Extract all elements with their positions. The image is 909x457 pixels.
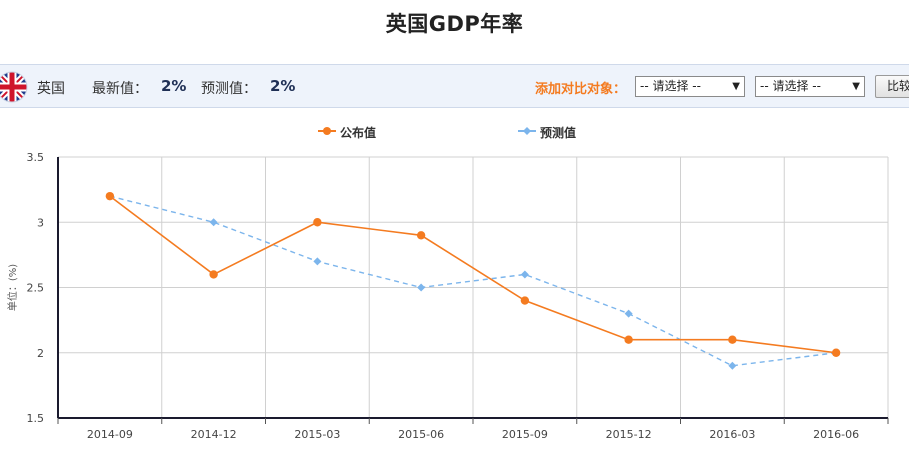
legend-line-diamond-icon xyxy=(518,127,536,135)
compare-select-1[interactable]: -- 请选择 -- ▼ xyxy=(635,76,745,97)
data-point-published xyxy=(520,296,530,305)
data-point-published xyxy=(624,335,633,344)
x-tick-label: 2015-06 xyxy=(398,428,444,441)
x-tick-label: 2015-03 xyxy=(294,428,340,441)
latest-value-label: 最新值： xyxy=(92,81,148,97)
y-tick-label: 3 xyxy=(37,216,44,229)
x-tick-label: 2015-09 xyxy=(502,428,548,441)
legend-line-circle-icon xyxy=(318,127,336,135)
y-tick-label: 1.5 xyxy=(27,412,45,425)
x-tick-label: 2014-09 xyxy=(87,428,133,441)
compare-select-1-value: -- 请选择 -- xyxy=(640,79,701,93)
data-point-forecast xyxy=(209,218,218,227)
data-point-forecast xyxy=(624,309,633,318)
y-tick-label: 3.5 xyxy=(27,151,45,164)
data-point-published xyxy=(209,270,218,279)
dropdown-arrow-icon: ▼ xyxy=(852,81,860,92)
compare-select-2-value: -- 请选择 -- xyxy=(760,79,821,93)
data-point-published xyxy=(728,335,737,344)
forecast-value: 2% xyxy=(270,77,296,95)
country-name: 英国 xyxy=(37,81,65,97)
page-title: 英国GDP年率 xyxy=(385,12,524,36)
latest-value: 2% xyxy=(161,77,187,95)
forecast-value-label: 预测值： xyxy=(201,81,257,97)
compare-button[interactable]: 比较 xyxy=(875,75,909,98)
uk-flag-icon xyxy=(0,71,28,103)
data-point-published xyxy=(313,218,322,227)
data-point-published xyxy=(831,348,841,357)
x-tick-label: 2016-03 xyxy=(709,428,755,441)
y-tick-label: 2.5 xyxy=(27,282,45,295)
x-tick-label: 2014-12 xyxy=(191,428,237,441)
data-point-forecast xyxy=(728,361,737,370)
compare-label: 添加对比对象： xyxy=(535,82,627,97)
legend-label-forecast: 预测值 xyxy=(540,126,577,140)
series-line-published xyxy=(109,195,837,354)
info-bar: 英国 最新值： 2% 预测值： 2% 添加对比对象： -- 请选择 -- ▼ -… xyxy=(0,64,909,108)
data-point-forecast xyxy=(417,283,426,292)
data-point-forecast xyxy=(313,257,322,266)
data-point-published xyxy=(105,191,115,201)
compare-select-2[interactable]: -- 请选择 -- ▼ xyxy=(755,76,865,97)
x-tick-label: 2016-06 xyxy=(813,428,859,441)
data-point-published xyxy=(416,231,426,240)
data-point-forecast xyxy=(520,270,529,279)
dropdown-arrow-icon: ▼ xyxy=(732,81,740,92)
y-tick-label: 2 xyxy=(37,347,44,360)
legend-label-published: 公布值 xyxy=(340,126,377,140)
x-tick-label: 2015-12 xyxy=(606,428,652,441)
